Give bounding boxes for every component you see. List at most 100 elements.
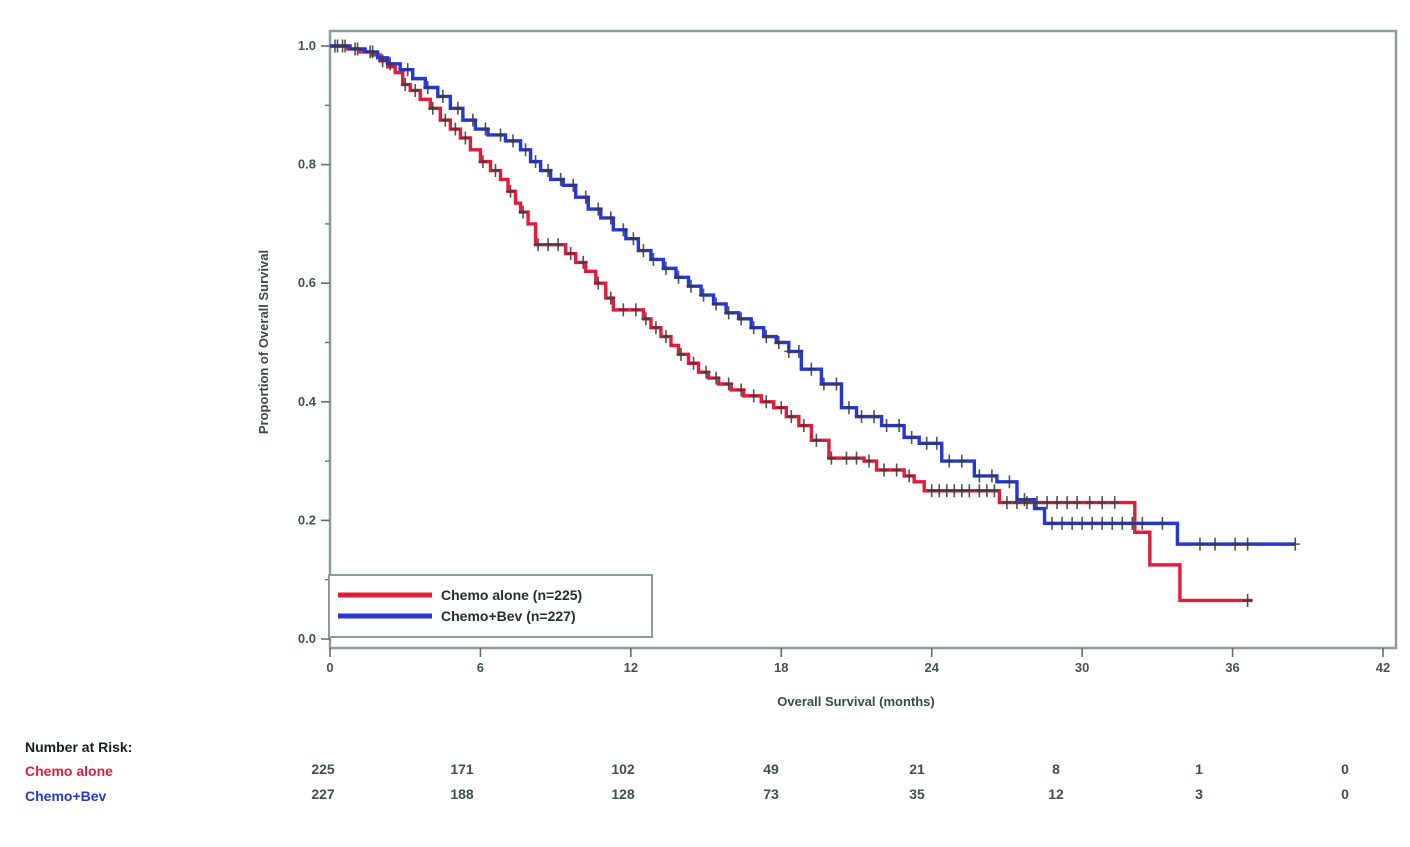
censor-mark-chemo-bev	[1230, 537, 1240, 551]
censor-mark-chemo-bev	[1107, 516, 1117, 530]
x-tick-label: 12	[624, 660, 638, 675]
censor-mark-chemo-alone	[689, 356, 699, 370]
censor-mark-chemo-bev	[648, 252, 658, 266]
censor-mark-chemo-bev	[673, 270, 683, 284]
risk-value-row0-t12: 102	[611, 761, 635, 777]
y-tick-label: 0.8	[298, 157, 316, 172]
censor-mark-chemo-alone	[1012, 496, 1022, 510]
censor-mark-chemo-bev	[1157, 516, 1167, 530]
censor-mark-chemo-alone	[1062, 496, 1072, 510]
censor-mark-chemo-bev	[844, 401, 854, 415]
censor-mark-chemo-alone	[1072, 496, 1082, 510]
y-axis-title: Proportion of Overall Survival	[256, 250, 271, 434]
censor-mark-chemo-bev	[453, 101, 463, 115]
risk-value-row0-t18: 49	[763, 761, 779, 777]
censor-mark-chemo-bev	[1097, 516, 1107, 530]
risk-value-row1-t18: 73	[763, 786, 779, 802]
censor-mark-chemo-alone	[736, 383, 746, 397]
x-tick-label: 36	[1225, 660, 1239, 675]
x-tick-label: 42	[1376, 660, 1390, 675]
censor-mark-chemo-bev	[957, 454, 967, 468]
risk-value-row1-t30: 12	[1048, 786, 1064, 802]
censor-mark-chemo-alone	[934, 484, 944, 498]
censor-mark-chemo-bev	[1067, 516, 1077, 530]
x-tick-label: 30	[1075, 660, 1089, 675]
censor-mark-chemo-bev	[819, 377, 829, 391]
censor-mark-chemo-bev	[556, 172, 566, 186]
censor-mark-chemo-bev	[806, 362, 816, 376]
censor-mark-chemo-bev	[922, 436, 932, 450]
censor-mark-chemo-bev	[340, 39, 350, 53]
censor-mark-chemo-alone	[1110, 496, 1120, 510]
risk-value-row1-t24: 35	[909, 786, 925, 802]
y-tick-label: 0.0	[298, 631, 316, 646]
censor-mark-chemo-alone	[864, 454, 874, 468]
risk-value-row0-t24: 21	[909, 761, 925, 777]
censor-mark-chemo-alone	[724, 377, 734, 391]
censor-mark-chemo-bev	[784, 344, 794, 358]
censor-mark-chemo-bev	[869, 410, 879, 424]
censor-mark-chemo-alone	[841, 451, 851, 465]
censor-mark-chemo-alone	[879, 463, 889, 477]
censor-mark-chemo-bev	[907, 430, 917, 444]
censor-mark-chemo-bev	[531, 155, 541, 169]
censor-mark-chemo-bev	[987, 469, 997, 483]
censor-mark-chemo-bev	[480, 122, 490, 136]
censor-mark-chemo-alone	[949, 484, 959, 498]
censor-mark-chemo-alone	[606, 291, 616, 305]
censor-mark-chemo-bev	[749, 321, 759, 335]
censor-mark-chemo-alone	[927, 484, 937, 498]
censor-mark-chemo-bev	[736, 312, 746, 326]
censor-mark-chemo-alone	[478, 155, 488, 169]
censor-mark-chemo-alone	[982, 484, 992, 498]
censor-mark-chemo-bev	[628, 232, 638, 246]
censor-mark-chemo-bev	[618, 223, 628, 237]
censor-mark-chemo-alone	[1042, 496, 1052, 510]
censor-mark-chemo-alone	[904, 469, 914, 483]
censor-mark-chemo-bev	[568, 178, 578, 192]
censor-mark-chemo-alone	[450, 122, 460, 136]
y-tick-label: 0.4	[298, 394, 317, 409]
censor-mark-chemo-bev	[1290, 537, 1300, 551]
censor-mark-chemo-bev	[1019, 493, 1029, 507]
risk-value-row1-t6: 188	[450, 786, 474, 802]
censor-mark-chemo-alone	[506, 184, 516, 198]
censor-mark-chemo-alone	[1085, 496, 1095, 510]
censor-mark-chemo-alone	[799, 419, 809, 433]
censor-mark-chemo-alone	[1032, 496, 1042, 510]
censor-mark-chemo-bev	[1195, 537, 1205, 551]
censor-mark-chemo-bev	[1210, 537, 1220, 551]
censor-mark-chemo-bev	[831, 377, 841, 391]
censor-mark-chemo-alone	[631, 303, 641, 317]
risk-value-row1-t36: 3	[1195, 786, 1203, 802]
legend: Chemo alone (n=225) Chemo+Bev (n=227)	[328, 574, 653, 638]
censor-mark-chemo-bev	[593, 202, 603, 216]
censor-mark-chemo-bev	[686, 279, 696, 293]
censor-mark-chemo-alone	[811, 433, 821, 447]
censor-mark-chemo-bev	[774, 336, 784, 349]
censor-mark-chemo-alone	[490, 164, 500, 178]
censor-mark-chemo-bev	[1077, 516, 1087, 530]
risk-row-label-chemo-alone: Chemo alone	[25, 763, 113, 779]
censor-mark-chemo-alone	[553, 238, 563, 252]
y-tick-label: 0.6	[298, 275, 316, 290]
risk-value-row0-t42: 0	[1341, 761, 1349, 777]
censor-mark-chemo-alone	[1052, 496, 1062, 510]
risk-row-label-chemo-bev: Chemo+Bev	[25, 788, 107, 804]
censor-mark-chemo-alone	[641, 312, 651, 326]
x-tick-label: 0	[326, 660, 333, 675]
censor-mark-chemo-alone	[749, 389, 759, 403]
censor-mark-chemo-bev	[438, 89, 448, 103]
censor-mark-chemo-bev	[857, 410, 867, 424]
censor-mark-chemo-alone	[428, 101, 438, 115]
x-tick-label: 18	[774, 660, 788, 675]
censor-mark-chemo-alone	[892, 463, 902, 477]
censor-mark-chemo-alone	[543, 238, 553, 252]
censor-mark-chemo-alone	[1243, 593, 1253, 607]
censor-mark-chemo-bev	[1087, 516, 1097, 530]
legend-label-chemo-bev: Chemo+Bev (n=227)	[441, 608, 576, 624]
risk-value-row0-t6: 171	[450, 761, 474, 777]
censor-mark-chemo-alone	[410, 83, 420, 97]
